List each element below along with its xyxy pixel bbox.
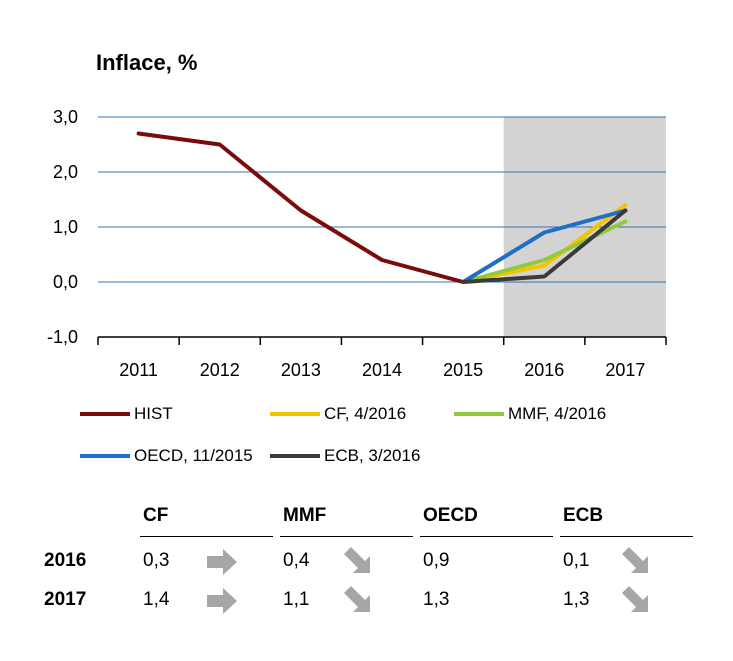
arrow-down-right-icon (344, 547, 370, 573)
x-tick-label: 2014 (362, 360, 402, 380)
x-tick-label: 2012 (200, 360, 240, 380)
x-tick-label: 2017 (605, 360, 645, 380)
series-line-hist (136, 131, 466, 284)
y-tick-label: 2,0 (53, 162, 78, 182)
x-tick-label: 2016 (524, 360, 564, 380)
value-mmf-2017: 1,1 (283, 589, 310, 610)
chart-title: Inflace, % (96, 50, 198, 75)
forecast-table: CF MMF OECD ECB 2016 0,3 0,4 0,9 0,1 201… (0, 505, 733, 625)
legend-item-ecb: ECB, 3/2016 (270, 446, 420, 466)
value-mmf-2016: 0,4 (283, 550, 310, 571)
legend-label: ECB, 3/2016 (324, 446, 421, 465)
header-divider (280, 536, 413, 537)
legend-label: CF, 4/2016 (324, 404, 407, 423)
header-divider (420, 536, 553, 537)
legend-swatch (80, 412, 130, 416)
series-line-oecd (461, 208, 628, 284)
legend-swatch (270, 454, 320, 458)
arrow-down-right-icon (344, 586, 370, 612)
legend-label: HIST (134, 404, 173, 423)
legend-swatch (80, 454, 130, 458)
arrow-down-right-icon (622, 586, 648, 612)
header-mmf: MMF (283, 505, 327, 526)
value-oecd-2017: 1,3 (423, 589, 450, 610)
legend-label: OECD, 11/2015 (134, 446, 253, 465)
y-tick-label: -1,0 (47, 327, 78, 347)
legend-label: MMF, 4/2016 (508, 404, 607, 423)
header-oecd: OECD (423, 505, 478, 526)
y-tick-label: 1,0 (53, 217, 78, 237)
value-oecd-2016: 0,9 (423, 550, 450, 571)
series-line-ecb (461, 208, 628, 284)
row-year-2017: 2017 (44, 589, 87, 610)
y-tick-label: 3,0 (53, 107, 78, 127)
header-divider (560, 536, 693, 537)
legend-swatch (454, 412, 504, 416)
legend-item-cf: CF, 4/2016 (270, 404, 406, 424)
y-tick-label: 0,0 (53, 272, 78, 292)
legend-item-oecd: OECD, 11/2015 (80, 446, 253, 466)
x-tick-label: 2013 (281, 360, 321, 380)
value-ecb-2017: 1,3 (563, 589, 590, 610)
header-cf: CF (143, 505, 169, 526)
value-cf-2017: 1,4 (143, 589, 170, 610)
arrow-down-right-icon (622, 547, 648, 573)
arrow-right-icon (207, 588, 237, 614)
header-ecb: ECB (563, 505, 604, 526)
legend-swatch (270, 412, 320, 416)
row-year-2016: 2016 (44, 550, 87, 571)
legend-item-mmf: MMF, 4/2016 (454, 404, 606, 424)
line-chart: 3,0 2,0 1,0 0,0 -1,0 2011 2012 2013 2014 2015 2016… (47, 107, 667, 380)
header-divider (140, 536, 273, 537)
x-tick-label: 2015 (443, 360, 483, 380)
value-cf-2016: 0,3 (143, 550, 170, 571)
value-ecb-2016: 0,1 (563, 550, 590, 571)
legend-item-hist: HIST (80, 404, 173, 424)
x-tick-label: 2011 (119, 360, 158, 380)
arrow-right-icon (207, 549, 237, 575)
